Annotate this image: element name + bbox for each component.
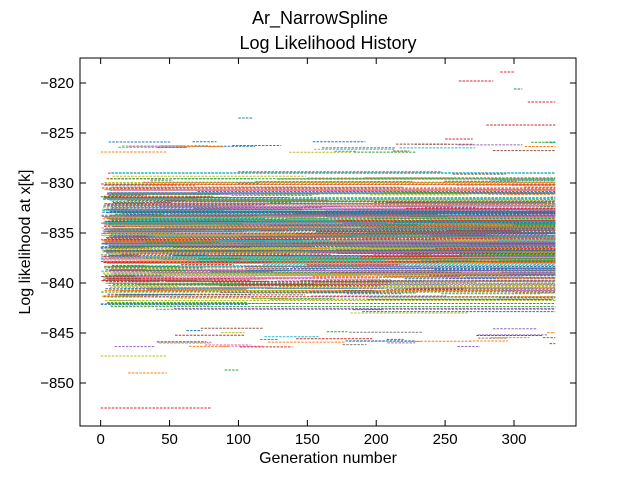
x-tick-label: 0 <box>96 431 104 448</box>
chart-subtitle: Log Likelihood History <box>239 33 416 53</box>
y-tick-label: −840 <box>40 275 74 292</box>
x-tick-label: 250 <box>433 431 458 448</box>
y-axis-label: Log likelihood at x[k] <box>17 170 34 315</box>
y-tick-label: −830 <box>40 175 74 192</box>
x-axis-label: Generation number <box>259 450 398 467</box>
x-tick-label: 150 <box>295 431 320 448</box>
x-tick-label: 50 <box>161 431 178 448</box>
y-tick-label: −835 <box>40 225 74 242</box>
y-tick-label: −845 <box>40 325 74 342</box>
x-tick-label: 100 <box>226 431 251 448</box>
y-tick-label: −850 <box>40 375 74 392</box>
y-tick-label: −825 <box>40 125 74 142</box>
plot-area <box>100 71 556 409</box>
chart-title: Ar_NarrowSpline <box>252 8 388 29</box>
x-tick-label: 300 <box>501 431 526 448</box>
plot-frame <box>79 57 577 427</box>
x-tick-label: 200 <box>364 431 389 448</box>
axis-ticks: 0 50 100 150 200 250 300 −820 −825 −830 −835 −840 −8… <box>40 58 576 448</box>
y-tick-label: −820 <box>40 75 74 92</box>
